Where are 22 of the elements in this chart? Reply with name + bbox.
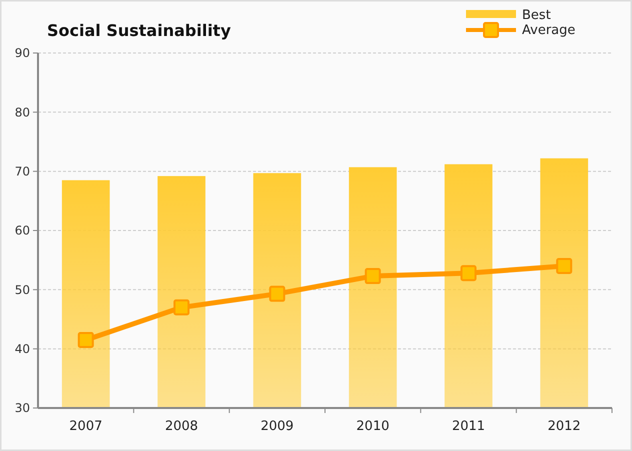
- y-tick-label: 60: [14, 224, 30, 238]
- point: [174, 299, 190, 316]
- point: [78, 332, 94, 348]
- x-tick-label: 2010: [356, 419, 390, 434]
- legend-label: Best: [522, 8, 551, 23]
- point: [364, 268, 381, 284]
- y-tick-label: 40: [14, 342, 30, 356]
- y-tick-label: 90: [14, 46, 30, 60]
- point: [269, 286, 286, 302]
- x-tick-label: 2011: [452, 419, 486, 434]
- x-tick-label: 2009: [260, 419, 294, 434]
- y-tick-label: 80: [14, 105, 30, 120]
- chart-title: Social Sustainability: [47, 21, 232, 40]
- legend-label: Average: [522, 23, 576, 38]
- x-tick-label: 2007: [69, 419, 102, 434]
- point: [460, 265, 476, 282]
- y-tick-label: 30: [14, 401, 30, 416]
- x-tick-label: 2008: [164, 419, 198, 434]
- point: [556, 258, 572, 274]
- x-tick-label: 2012: [548, 419, 581, 434]
- y-tick-label: 50: [14, 282, 30, 297]
- y-tick-label: 70: [14, 164, 30, 179]
